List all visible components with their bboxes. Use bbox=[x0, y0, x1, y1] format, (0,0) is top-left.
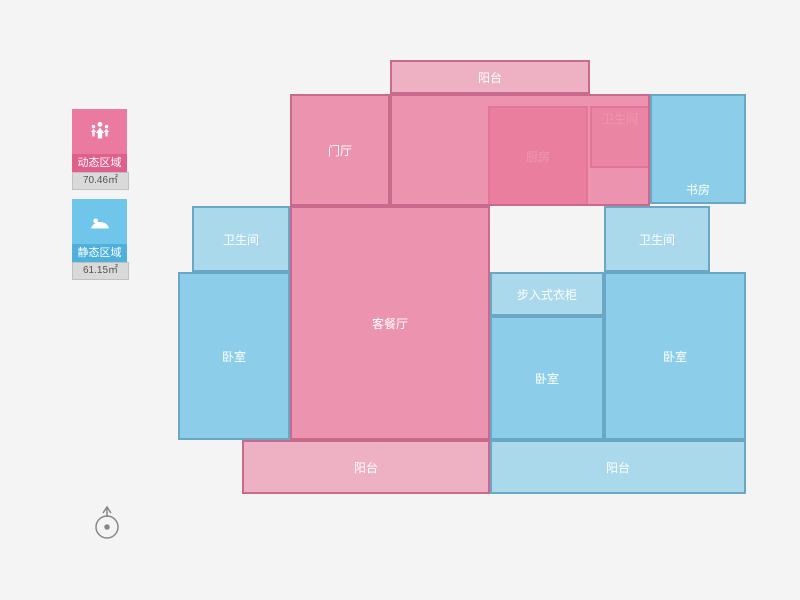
room-living: 客餐厅 bbox=[290, 206, 490, 440]
legend-dynamic-value: 70.46㎡ bbox=[72, 172, 129, 190]
room-bath-left: 卫生间 bbox=[192, 206, 290, 272]
room-label: 卧室 bbox=[663, 348, 687, 365]
legend-dynamic: 动态区域 70.46㎡ bbox=[72, 109, 129, 190]
room-balcony-bottom-right: 阳台 bbox=[490, 440, 746, 494]
room-label: 卧室 bbox=[535, 370, 559, 387]
room-bedroom-left: 卧室 bbox=[178, 272, 290, 440]
room-label: 阳台 bbox=[606, 459, 630, 476]
people-icon bbox=[72, 109, 127, 154]
room-balcony-top: 阳台 bbox=[390, 60, 590, 94]
room-label: 步入式衣柜 bbox=[517, 286, 577, 303]
room-label: 阳台 bbox=[354, 459, 378, 476]
room-label: 阳台 bbox=[478, 69, 502, 86]
room-balcony-bottom-left: 阳台 bbox=[242, 440, 490, 494]
room-walk-in: 步入式衣柜 bbox=[490, 272, 604, 316]
legend-static-value: 61.15㎡ bbox=[72, 262, 129, 280]
room-label: 客餐厅 bbox=[372, 315, 408, 332]
legend-static-label: 静态区域 bbox=[72, 244, 127, 262]
room-label: 卫生间 bbox=[639, 231, 675, 248]
room-living-upper bbox=[390, 94, 650, 206]
legend-dynamic-label: 动态区域 bbox=[72, 154, 127, 172]
room-bedroom-mid: 卧室 bbox=[490, 316, 604, 440]
room-label: 卧室 bbox=[222, 348, 246, 365]
sleep-icon bbox=[72, 199, 127, 244]
floorplan-stage: 动态区域 70.46㎡ 静态区域 61.15㎡ 阳台门厅厨房卫生间客餐厅阳台卫生… bbox=[0, 0, 800, 600]
compass-icon bbox=[92, 505, 122, 541]
legend-static: 静态区域 61.15㎡ bbox=[72, 199, 129, 280]
room-study: 书房 bbox=[650, 94, 746, 204]
room-bath-right: 卫生间 bbox=[604, 206, 710, 272]
room-label: 卫生间 bbox=[223, 231, 259, 248]
room-label: 门厅 bbox=[328, 142, 352, 159]
room-bedroom-right: 卧室 bbox=[604, 272, 746, 440]
room-foyer: 门厅 bbox=[290, 94, 390, 206]
room-label: 书房 bbox=[686, 181, 710, 198]
